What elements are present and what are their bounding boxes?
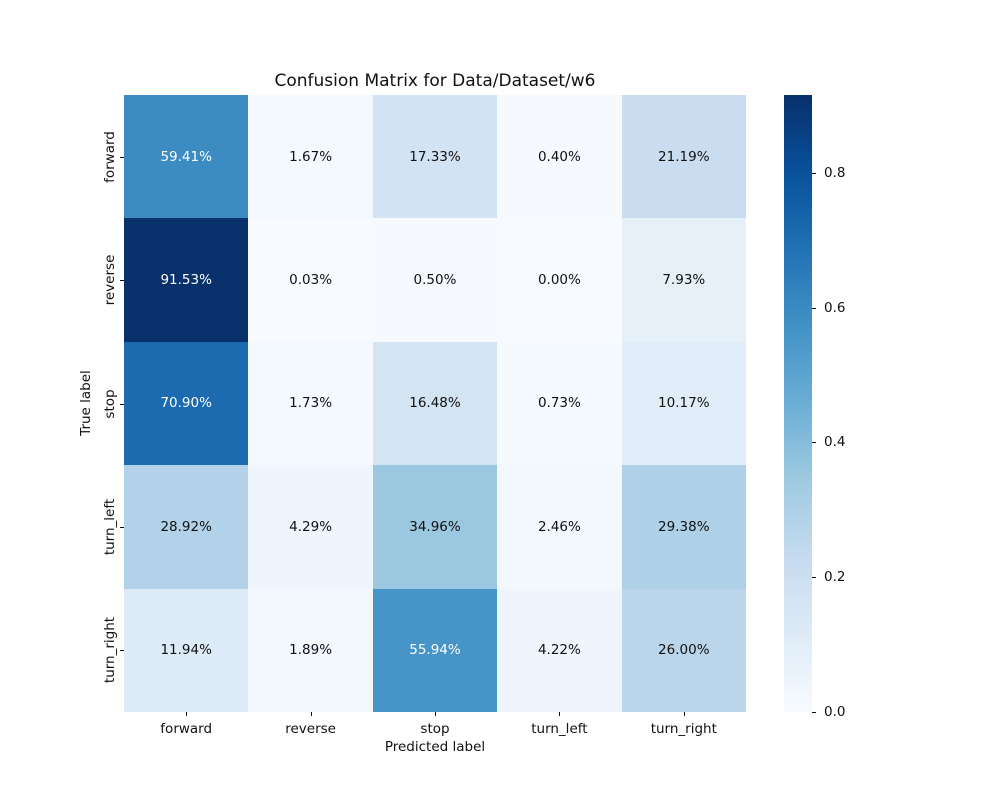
matrix-cell-value: 4.22% <box>537 642 581 659</box>
matrix-cell-value: 17.33% <box>409 148 461 165</box>
colorbar <box>784 95 812 712</box>
matrix-cell-turn_left-reverse: 4.29% <box>248 465 373 589</box>
matrix-cell-value: 0.50% <box>413 272 457 289</box>
matrix-cell-turn_right-stop: 55.94% <box>372 588 498 712</box>
matrix-cell-value: 91.53% <box>160 272 212 289</box>
matrix-cell-stop-forward: 70.90% <box>124 341 249 466</box>
y-axis-tick <box>120 526 124 528</box>
matrix-cell-value: 0.00% <box>537 272 581 289</box>
matrix-cell-value: 2.46% <box>537 518 581 535</box>
y-axis-tick <box>120 156 124 158</box>
y-tick-label-reverse: reverse <box>102 254 118 306</box>
matrix-cell-forward-stop: 17.33% <box>372 95 498 219</box>
colorbar-tick-label-0.6: 0.6 <box>824 299 846 316</box>
x-axis-tick <box>683 712 685 716</box>
x-axis-tick <box>186 712 188 716</box>
matrix-cell-value: 11.94% <box>160 642 212 659</box>
x-tick-label-forward: forward <box>160 721 213 737</box>
matrix-cell-value: 10.17% <box>658 395 710 412</box>
heatmap-grid: 59.41% 1.67% 17.33% 0.40% 21.19% 91.53% 0.03% 0… <box>124 95 746 712</box>
matrix-cell-turn_right-reverse: 1.89% <box>248 588 373 712</box>
matrix-cell-value: 59.41% <box>160 148 212 165</box>
colorbar-tick <box>812 712 816 713</box>
x-tick-label-stop: stop <box>420 721 450 737</box>
matrix-cell-value: 21.19% <box>658 148 710 165</box>
colorbar-tick-label-0.8: 0.8 <box>824 164 846 181</box>
y-axis-tick <box>120 650 124 652</box>
matrix-cell-value: 1.73% <box>289 395 333 412</box>
matrix-cell-value: 28.92% <box>160 518 212 535</box>
colorbar-tick-label-0.2: 0.2 <box>824 569 846 586</box>
matrix-cell-turn_right-turn_right: 26.00% <box>621 588 746 712</box>
matrix-cell-reverse-stop: 0.50% <box>372 218 498 342</box>
matrix-cell-turn_right-turn_left: 4.22% <box>497 588 622 712</box>
matrix-cell-value: 16.48% <box>409 395 461 412</box>
x-axis-tick <box>310 712 312 716</box>
y-tick-label-forward: forward <box>102 130 118 183</box>
matrix-cell-value: 55.94% <box>409 642 461 659</box>
matrix-cell-reverse-reverse: 0.03% <box>248 218 373 342</box>
colorbar-tick <box>812 442 816 444</box>
colorbar-tick-label-0.4: 0.4 <box>824 434 846 451</box>
matrix-cell-turn_left-stop: 34.96% <box>372 465 498 589</box>
matrix-cell-value: 0.03% <box>289 272 333 289</box>
matrix-cell-value: 0.40% <box>537 148 581 165</box>
y-tick-label-turn_left: turn_left <box>102 498 118 556</box>
y-tick-label-turn_right: turn_right <box>102 617 118 684</box>
y-axis-tick <box>120 403 124 405</box>
matrix-cell-reverse-turn_left: 0.00% <box>497 218 622 342</box>
y-tick-label-stop: stop <box>102 388 118 419</box>
x-axis-tick <box>435 712 436 716</box>
matrix-cell-stop-reverse: 1.73% <box>248 341 373 466</box>
colorbar-tick <box>812 307 816 309</box>
matrix-cell-forward-turn_right: 21.19% <box>621 95 746 219</box>
matrix-cell-value: 0.73% <box>537 395 581 412</box>
y-axis-tick <box>120 280 124 282</box>
chart-title: Confusion Matrix for Data/Dataset/w6 <box>274 71 596 91</box>
matrix-cell-forward-turn_left: 0.40% <box>497 95 622 219</box>
matrix-cell-reverse-turn_right: 7.93% <box>621 218 746 342</box>
matrix-cell-value: 70.90% <box>160 395 212 412</box>
matrix-cell-turn_left-turn_left: 2.46% <box>497 465 622 589</box>
matrix-cell-forward-forward: 59.41% <box>124 95 249 219</box>
matrix-cell-value: 1.67% <box>289 148 333 165</box>
matrix-cell-value: 26.00% <box>658 642 710 659</box>
x-axis-tick <box>559 712 561 716</box>
matrix-cell-value: 29.38% <box>658 518 710 535</box>
x-tick-label-reverse: reverse <box>285 721 336 737</box>
y-axis-label: True label <box>78 370 94 436</box>
matrix-cell-turn_left-turn_right: 29.38% <box>621 465 746 589</box>
colorbar-tick <box>812 577 816 579</box>
x-tick-label-turn_left: turn_left <box>531 721 588 737</box>
x-tick-label-turn_right: turn_right <box>650 721 717 737</box>
matrix-cell-value: 34.96% <box>409 518 461 535</box>
matrix-cell-turn_right-forward: 11.94% <box>124 588 249 712</box>
matrix-cell-reverse-forward: 91.53% <box>124 218 249 342</box>
matrix-cell-value: 1.89% <box>289 642 333 659</box>
colorbar-tick <box>812 172 816 174</box>
matrix-cell-stop-turn_left: 0.73% <box>497 341 622 466</box>
matrix-cell-stop-stop: 16.48% <box>372 341 498 466</box>
matrix-cell-value: 4.29% <box>289 518 333 535</box>
matrix-cell-forward-reverse: 1.67% <box>248 95 373 219</box>
x-axis-label: Predicted label <box>384 739 486 755</box>
matrix-cell-stop-turn_right: 10.17% <box>621 341 746 466</box>
matrix-cell-value: 7.93% <box>662 272 706 289</box>
matrix-cell-turn_left-forward: 28.92% <box>124 465 249 589</box>
colorbar-tick-label-0.0: 0.0 <box>824 704 846 720</box>
